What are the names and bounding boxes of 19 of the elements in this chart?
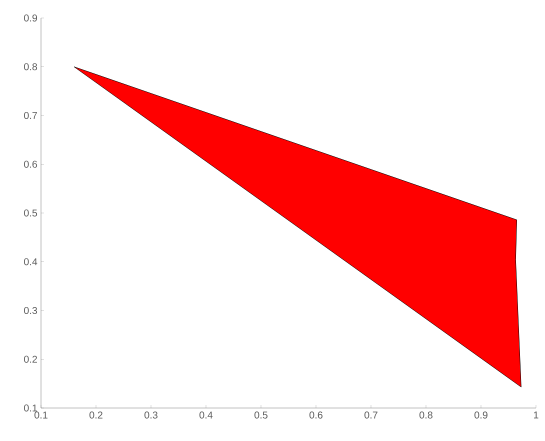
y-tick-label: 0.4 [24,258,38,266]
x-tick-label: 0.3 [144,412,158,419]
x-tick-label: 0.1 [34,412,48,419]
y-tick-label: 0.9 [24,14,38,22]
y-tick-label: 0.2 [24,356,37,363]
y-tick-label: 0.7 [24,112,37,120]
y-tick-label: 0.6 [24,160,38,168]
x-tick-label: 0.2 [89,412,102,419]
x-tick-label: 0.4 [199,412,213,419]
x-tick-label: 0.9 [474,412,488,419]
x-tick-label: 0.7 [364,412,378,419]
x-tick-label: 0.8 [419,412,432,419]
y-tick-label: 0.5 [24,209,38,217]
x-tick-label: 0.6 [309,412,322,419]
y-tick-label: 0.8 [24,63,38,70]
x-tick-label: 1 [534,412,538,418]
y-tick-label: 0.1 [24,404,37,412]
x-tick-label: 0.5 [254,412,268,419]
y-tick-label: 0.3 [24,306,38,314]
